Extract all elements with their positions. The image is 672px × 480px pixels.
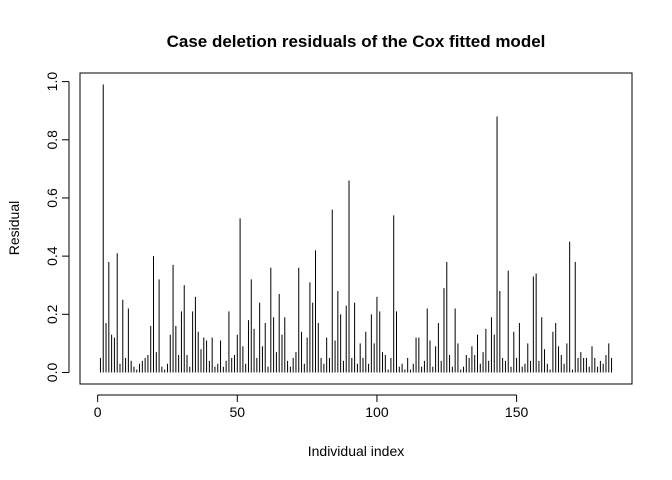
y-tick-label: 0.4 (44, 246, 60, 266)
y-tick-label: 0.8 (44, 130, 60, 150)
x-axis-label: Individual index (308, 443, 405, 459)
y-tick-label: 0.0 (44, 363, 60, 383)
x-tick-label: 100 (365, 404, 389, 420)
x-tick-label: 150 (505, 404, 529, 420)
y-tick-label: 0.6 (44, 188, 60, 208)
y-axis-label: Residual (6, 201, 22, 255)
y-tick-label: 1.0 (44, 72, 60, 92)
y-tick-label: 0.2 (44, 304, 60, 324)
plot-box (79, 72, 633, 385)
x-tick-label: 50 (230, 404, 246, 420)
x-tick-label: 0 (94, 404, 102, 420)
chart-title: Case deletion residuals of the Cox fitte… (167, 32, 546, 51)
